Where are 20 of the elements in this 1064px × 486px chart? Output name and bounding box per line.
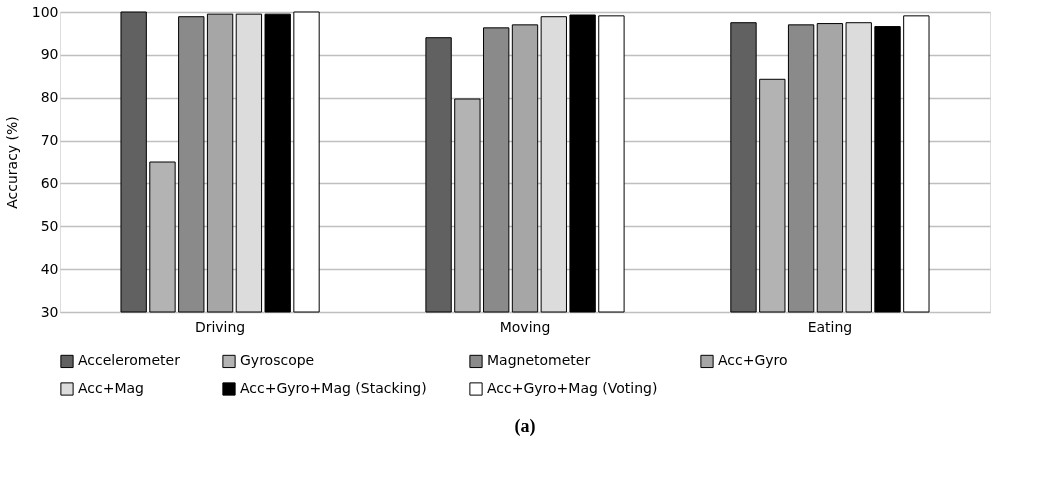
legend-label: Magnetometer [487, 352, 591, 369]
text: (a) [514, 416, 536, 437]
y-tick-label: 90 [40, 46, 59, 63]
y-tick-label: 100 [31, 3, 59, 20]
legend-label: Acc+Gyro+Mag (Voting) [487, 380, 658, 396]
legend-label: Acc+Mag [78, 380, 145, 396]
y-tick-label: 50 [40, 217, 59, 234]
y-tick-label: 70 [40, 132, 59, 149]
y-tick-label: 40 [40, 260, 59, 277]
legend-label: Acc+Gyro [718, 352, 788, 369]
x-tick-label: Driving [194, 318, 246, 335]
x-tick-label: Moving [499, 318, 551, 335]
legend-label: Acc+Gyro+Mag (Stacking) [240, 380, 427, 396]
x-tick-label: Eating [807, 318, 853, 335]
y-axis-title: Accuracy (%) [3, 116, 20, 209]
legend-label: Accelerometer [78, 352, 181, 369]
y-tick-label: 60 [40, 174, 59, 191]
y-tick-label: 80 [40, 89, 59, 106]
legend-label: Gyroscope [240, 352, 315, 369]
y-tick-label: 30 [40, 303, 59, 320]
